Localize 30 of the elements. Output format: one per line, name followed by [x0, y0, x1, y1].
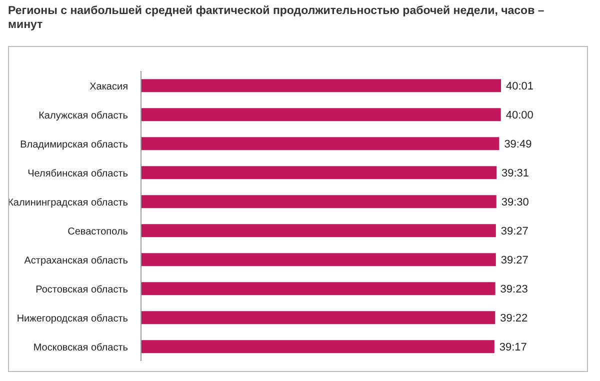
data-label: 39:49 — [504, 138, 532, 151]
y-tick-label: Калужская область — [38, 110, 128, 122]
bar — [141, 108, 501, 122]
y-tick-label: Хакасия — [90, 82, 128, 92]
bar — [141, 195, 496, 208]
data-label: 40:00 — [506, 110, 534, 122]
data-label: 39:30 — [501, 196, 529, 209]
data-label: 39:31 — [502, 168, 530, 180]
bar — [141, 282, 496, 296]
data-label: 39:27 — [500, 226, 528, 238]
data-label: 39:27 — [500, 254, 528, 267]
chart-title: Регионы с наибольшей средней фактической продолжительностью рабочей недели, часов – минут — [8, 4, 546, 32]
data-label: 39:17 — [499, 342, 527, 354]
data-label: 39:22 — [500, 312, 528, 325]
bar — [141, 340, 494, 354]
y-tick-label: Московская область — [33, 342, 128, 354]
bar — [141, 137, 500, 150]
data-label: 39:23 — [500, 284, 528, 296]
data-label: 40:01 — [506, 80, 534, 93]
bar — [141, 166, 496, 180]
y-tick-label: Астраханская область — [24, 256, 128, 266]
y-tick-label: Челябинская область — [28, 168, 128, 180]
y-tick-label: Нижегородская область — [16, 314, 128, 324]
bar — [141, 79, 501, 92]
bar — [141, 224, 496, 238]
bar — [141, 311, 496, 324]
y-tick-label: Владимирская область — [20, 140, 128, 150]
y-tick-label: Ростовская область — [36, 284, 128, 296]
y-tick-label: Севастополь — [68, 226, 128, 238]
bar — [141, 253, 496, 266]
